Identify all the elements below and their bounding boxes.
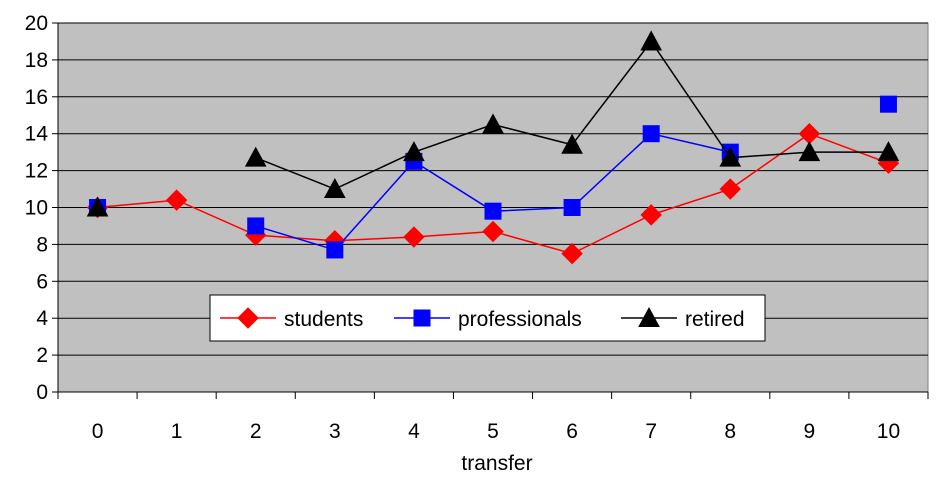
data-point-students xyxy=(403,226,425,248)
data-point-retired xyxy=(798,141,821,162)
data-point-students xyxy=(719,178,741,200)
y-tick-label: 18 xyxy=(25,49,48,72)
data-point-professionals xyxy=(484,202,502,220)
data-point-retired xyxy=(482,113,504,134)
x-tick-label: 0 xyxy=(92,420,104,443)
data-point-professionals xyxy=(563,199,581,216)
data-point-retired xyxy=(323,177,346,199)
y-tick-label: 14 xyxy=(25,123,49,146)
legend-marker-students xyxy=(237,307,259,329)
y-tick-label: 20 xyxy=(25,12,48,35)
legend-label-professionals: professionals xyxy=(458,308,582,331)
x-tick-label: 2 xyxy=(250,420,262,443)
data-point-students xyxy=(561,242,583,265)
data-point-retired xyxy=(244,146,267,167)
data-point-professionals xyxy=(642,125,660,143)
legend-marker-professionals xyxy=(413,309,431,327)
x-tick-label: 6 xyxy=(566,420,578,443)
y-tick-label: 12 xyxy=(25,160,48,183)
y-tick-label: 10 xyxy=(25,197,48,220)
y-tick-label: 6 xyxy=(36,270,48,293)
x-tick-label: 7 xyxy=(645,420,657,443)
legend-marker-retired xyxy=(638,306,660,327)
x-tick-label: 10 xyxy=(877,420,900,443)
data-point-retired xyxy=(719,146,742,167)
legend: students professionals retired xyxy=(209,294,766,342)
data-point-retired xyxy=(86,196,109,217)
x-axis-title: transfer xyxy=(461,452,532,475)
y-tick-label: 2 xyxy=(36,344,48,367)
data-point-retired xyxy=(640,30,663,51)
data-point-retired xyxy=(877,141,900,162)
x-tick-label: 8 xyxy=(724,420,736,443)
y-tick-label: 4 xyxy=(36,307,48,330)
data-point-retired xyxy=(403,141,425,162)
x-tick-label: 3 xyxy=(329,420,341,443)
y-tick-label: 8 xyxy=(36,233,48,256)
series-retired xyxy=(86,30,900,217)
data-point-students xyxy=(165,189,188,211)
x-tick-label: 1 xyxy=(171,420,183,443)
x-tick-label: 9 xyxy=(804,420,816,443)
legend-label-students: students xyxy=(284,308,363,331)
data-point-professionals xyxy=(326,241,344,259)
series-layer xyxy=(86,30,900,265)
y-tick-label: 0 xyxy=(36,381,48,404)
y-tick-label: 16 xyxy=(25,86,48,109)
x-tick-label: 4 xyxy=(408,420,420,443)
data-point-students xyxy=(640,204,662,226)
legend-label-retired: retired xyxy=(685,308,745,331)
data-point-professionals xyxy=(879,95,897,113)
gridlines xyxy=(58,22,928,356)
data-point-students xyxy=(482,220,504,243)
data-point-professionals xyxy=(247,217,265,235)
series-professionals xyxy=(89,95,897,259)
x-tick-label: 5 xyxy=(487,420,499,443)
data-point-retired xyxy=(561,133,583,154)
